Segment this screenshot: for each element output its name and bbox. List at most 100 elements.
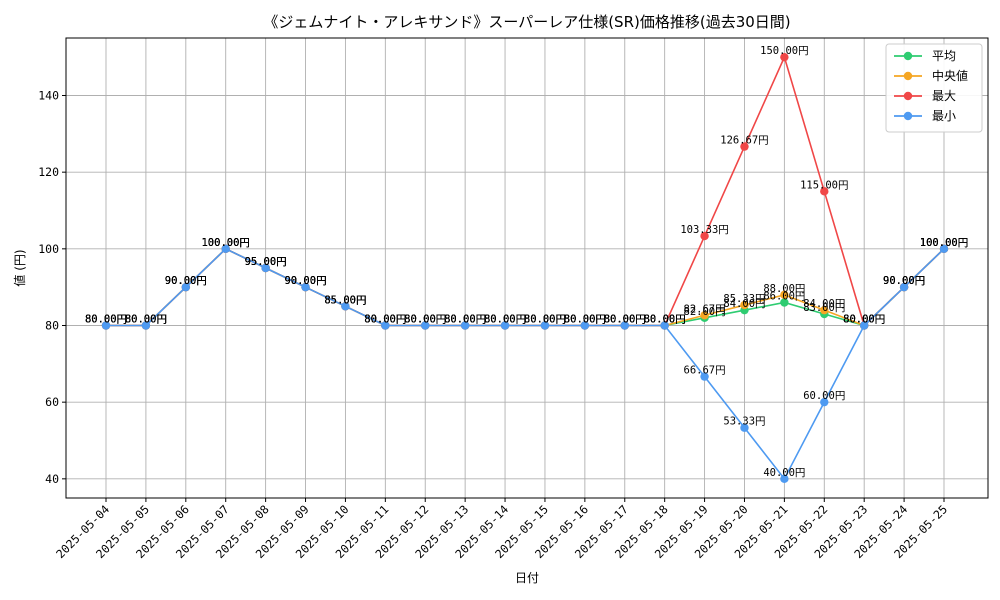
- data-point: [580, 321, 590, 330]
- data-label: 80.00円: [444, 314, 486, 326]
- series-line-3: [106, 247, 945, 481]
- legend-label: 中央値: [932, 68, 968, 83]
- data-label: 80.00円: [604, 314, 646, 326]
- legend-marker: [903, 111, 913, 121]
- data-label: 80.00円: [524, 314, 566, 326]
- data-label: 80.00円: [85, 314, 127, 326]
- data-point: [740, 142, 749, 151]
- data-label: 90.00円: [883, 275, 925, 287]
- data-point: [620, 321, 629, 330]
- data-label: 66.67円: [684, 365, 726, 377]
- data-label: 85.33円: [723, 293, 765, 305]
- data-label: 80.00円: [843, 314, 885, 326]
- data-point: [780, 474, 789, 484]
- data-point: [820, 187, 829, 196]
- data-label: 90.00円: [883, 275, 925, 287]
- data-label: 40.00円: [763, 467, 805, 479]
- data-label: 115.00円: [800, 179, 848, 191]
- data-label: 80.00円: [843, 314, 885, 326]
- data-label: 80.00円: [524, 314, 566, 326]
- data-label: 85.00円: [324, 294, 366, 306]
- data-label: 90.00円: [284, 275, 326, 287]
- data-point: [421, 321, 430, 330]
- data-label: 80.00円: [564, 314, 606, 326]
- data-label: 90.00円: [284, 275, 326, 287]
- data-label: 90.00円: [284, 275, 326, 287]
- data-point: [301, 282, 310, 292]
- data-label: 53.33円: [723, 416, 765, 428]
- data-label: 95.00円: [245, 256, 287, 268]
- data-point: [939, 244, 949, 254]
- data-label: 100.00円: [201, 237, 249, 249]
- data-point: [660, 321, 669, 330]
- legend-label: 最大: [932, 89, 956, 103]
- data-label: 80.00円: [364, 314, 406, 326]
- data-label: 80.00円: [843, 314, 885, 326]
- data-point: [899, 282, 909, 292]
- data-label: 80.00円: [364, 314, 406, 326]
- data-label: 80.00円: [484, 314, 526, 326]
- data-point: [820, 305, 829, 315]
- data-point: [341, 302, 350, 311]
- data-point: [141, 321, 151, 330]
- legend-box: [885, 43, 983, 133]
- data-point: [700, 231, 709, 241]
- data-label: 80.00円: [564, 314, 606, 326]
- y-tick-label: 80: [45, 319, 59, 333]
- data-label: 90.00円: [284, 275, 326, 287]
- data-point: [540, 321, 550, 330]
- data-label: 80.00円: [125, 314, 167, 326]
- data-point: [820, 397, 829, 407]
- data-point: [740, 300, 749, 310]
- y-tick-label: 60: [45, 395, 59, 409]
- data-label: 80.00円: [444, 314, 486, 326]
- y-axis: 40 60 80 100 120 140: [38, 89, 66, 486]
- data-label: 80.00円: [644, 314, 686, 326]
- data-point: [780, 298, 789, 307]
- y-tick-label: 100: [38, 242, 59, 256]
- data-label: 90.00円: [165, 275, 207, 287]
- data-label: 80.00円: [364, 314, 406, 326]
- data-label: 85.00円: [324, 294, 366, 306]
- data-point: [221, 244, 230, 254]
- data-label: 80.00円: [404, 314, 446, 326]
- data-point: [780, 290, 789, 300]
- data-label: 86.00円: [763, 291, 805, 303]
- data-label: 85.00円: [324, 294, 366, 306]
- data-label: 80.00円: [404, 314, 446, 326]
- legend-label: 最小: [932, 109, 956, 123]
- data-label: 80.00円: [125, 314, 167, 326]
- data-label: 90.00円: [165, 275, 207, 287]
- legend-marker: [903, 51, 913, 61]
- data-label: 80.00円: [364, 314, 406, 326]
- data-label: 90.00円: [883, 275, 925, 287]
- data-label: 80.00円: [444, 314, 486, 326]
- data-point: [261, 263, 270, 273]
- legend-label: 平均: [932, 49, 956, 63]
- data-point: [181, 282, 191, 292]
- data-label: 84.00円: [723, 298, 765, 310]
- data-label: 103.33円: [680, 224, 728, 236]
- data-point: [700, 372, 709, 381]
- data-label: 80.00円: [125, 314, 167, 326]
- y-tick-label: 40: [45, 472, 59, 486]
- data-label: 84.00円: [803, 298, 845, 310]
- data-label: 100.00円: [920, 237, 968, 249]
- data-label: 80.00円: [85, 314, 127, 326]
- y-tick-label: 140: [38, 89, 59, 103]
- data-point: [500, 321, 510, 330]
- data-label: 80.00円: [843, 314, 885, 326]
- data-point: [460, 321, 470, 330]
- data-label: 80.00円: [564, 314, 606, 326]
- data-point: [101, 321, 111, 330]
- data-point: [381, 321, 390, 330]
- data-label: 90.00円: [165, 275, 207, 287]
- data-label: 60.00円: [803, 390, 845, 402]
- data-label: 80.00円: [404, 314, 446, 326]
- data-label: 85.00円: [324, 294, 366, 306]
- data-label: 80.00円: [564, 314, 606, 326]
- data-label: 100.00円: [201, 237, 249, 249]
- data-label: 80.00円: [484, 314, 526, 326]
